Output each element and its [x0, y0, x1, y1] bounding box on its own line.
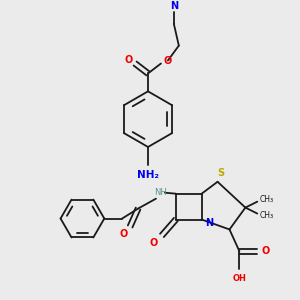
Text: S: S [217, 168, 224, 178]
Text: N: N [170, 1, 178, 11]
Text: O: O [150, 238, 158, 248]
Text: O: O [119, 230, 127, 239]
Text: O: O [261, 246, 269, 256]
Text: O: O [164, 56, 172, 65]
Text: CH₃: CH₃ [259, 211, 273, 220]
Text: NH₂: NH₂ [137, 170, 159, 180]
Text: OH: OH [232, 274, 246, 283]
Text: N: N [206, 218, 214, 229]
Text: CH₃: CH₃ [259, 195, 273, 204]
Text: NH: NH [154, 188, 167, 197]
Text: O: O [124, 55, 132, 64]
